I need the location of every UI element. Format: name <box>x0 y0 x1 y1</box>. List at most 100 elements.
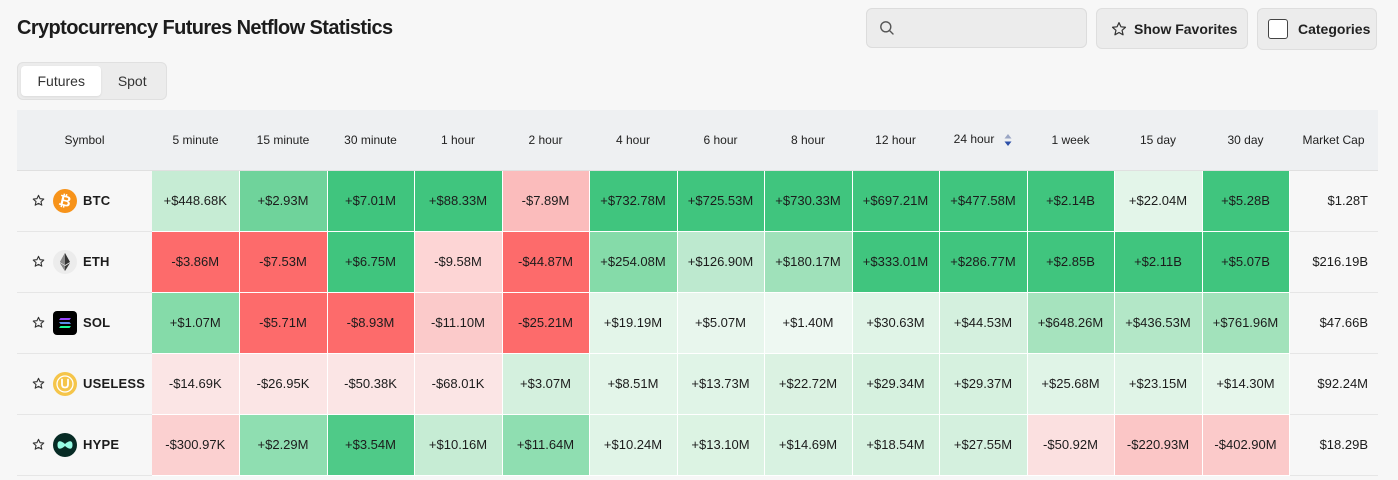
netflow-cell: -$402.90M <box>1202 414 1290 476</box>
sort-icon[interactable] <box>1004 133 1012 147</box>
netflow-cell: +$11.64M <box>502 414 590 476</box>
netflow-cell: -$11.10M <box>414 292 503 354</box>
favorite-star-icon[interactable] <box>32 255 45 268</box>
netflow-cell: +$14.69M <box>764 414 853 476</box>
netflow-cell: +$436.53M <box>1114 292 1203 354</box>
column-header-12-hour[interactable]: 12 hour <box>852 110 939 171</box>
column-header-2-hour[interactable]: 2 hour <box>502 110 589 171</box>
column-header-15-day[interactable]: 15 day <box>1114 110 1202 171</box>
netflow-cell: +$14.30M <box>1202 353 1290 415</box>
favorite-star-icon[interactable] <box>32 438 45 451</box>
netflow-cell: +$19.19M <box>589 292 678 354</box>
ethereum-logo <box>53 249 77 274</box>
netflow-cell: +$333.01M <box>852 231 940 293</box>
categories-button[interactable]: Categories <box>1257 8 1377 50</box>
market-type-tabs: Futures Spot <box>17 62 167 100</box>
netflow-cell: +$732.78M <box>589 170 678 232</box>
netflow-cell: -$300.97K <box>152 414 240 476</box>
netflow-cell: +$477.58M <box>939 170 1028 232</box>
show-favorites-button[interactable]: Show Favorites <box>1096 8 1248 49</box>
netflow-cell: +$5.07M <box>677 292 765 354</box>
symbol-cell[interactable]: ETH <box>17 231 152 293</box>
netflow-cell: +$10.24M <box>589 414 678 476</box>
netflow-cell: +$286.77M <box>939 231 1028 293</box>
tab-futures[interactable]: Futures <box>21 66 102 96</box>
categories-checkbox[interactable] <box>1268 19 1288 39</box>
netflow-cell: +$761.96M <box>1202 292 1290 354</box>
column-header-30-day[interactable]: 30 day <box>1202 110 1289 171</box>
column-header-label: 4 hour <box>615 132 651 147</box>
column-header-24-hour[interactable]: 24 hour <box>939 110 1027 171</box>
column-header-15-minute[interactable]: 15 minute <box>239 110 327 171</box>
symbol-cell[interactable]: ₿ BTC <box>17 170 152 232</box>
netflow-cell: +$2.93M <box>239 170 328 232</box>
table-row[interactable]: ETH -$3.86M -$7.53M +$6.75M -$9.58M -$44.87M +… <box>17 231 1378 293</box>
netflow-cell: +$13.73M <box>677 353 765 415</box>
column-header-label: 6 hour <box>703 132 738 147</box>
page-title: Cryptocurrency Futures Netflow Statistic… <box>17 17 393 39</box>
market-cap-cell: $47.66B <box>1289 292 1378 354</box>
column-header-8-hour[interactable]: 8 hour <box>764 110 852 171</box>
netflow-cell: -$14.69K <box>152 353 240 415</box>
netflow-cell: +$730.33M <box>764 170 853 232</box>
column-header-4-hour[interactable]: 4 hour <box>589 110 677 171</box>
star-icon <box>1111 21 1127 35</box>
symbol-cell[interactable]: USELESS <box>17 353 152 415</box>
netflow-cell: +$7.01M <box>327 170 415 232</box>
column-header-label: 2 hour <box>528 132 563 147</box>
netflow-cell: +$3.07M <box>502 353 590 415</box>
netflow-cell: +$29.37M <box>939 353 1028 415</box>
column-header-label: 15 minute <box>256 132 310 147</box>
netflow-cell: -$7.53M <box>239 231 328 293</box>
column-header-symbol[interactable]: Symbol <box>17 110 152 171</box>
netflow-cell: -$5.71M <box>239 292 328 354</box>
netflow-cell: +$2.85B <box>1027 231 1115 293</box>
market-cap-cell: $18.29B <box>1289 414 1378 476</box>
netflow-cell: +$254.08M <box>589 231 678 293</box>
table-row[interactable]: HYPE -$300.97K +$2.29M +$3.54M +$10.16M +$11.… <box>17 414 1378 476</box>
column-header-30-minute[interactable]: 30 minute <box>327 110 414 171</box>
symbol-cell[interactable]: HYPE <box>17 414 152 476</box>
favorite-star-icon[interactable] <box>32 316 45 329</box>
netflow-cell: -$44.87M <box>502 231 590 293</box>
column-header-1-week[interactable]: 1 week <box>1027 110 1114 171</box>
useless-logo <box>53 371 77 396</box>
netflow-cell: +$10.16M <box>414 414 503 476</box>
netflow-cell: -$50.92M <box>1027 414 1115 476</box>
favorite-star-icon[interactable] <box>32 194 45 207</box>
search-box[interactable] <box>866 8 1087 48</box>
symbol-name: HYPE <box>83 437 120 452</box>
column-header-5-minute[interactable]: 5 minute <box>152 110 239 171</box>
column-header-market-cap[interactable]: Market Cap <box>1289 110 1378 171</box>
netflow-cell: +$448.68K <box>152 170 240 232</box>
hyperliquid-logo <box>53 432 77 457</box>
column-header-6-hour[interactable]: 6 hour <box>677 110 764 171</box>
netflow-cell: -$25.21M <box>502 292 590 354</box>
netflow-cell: +$697.21M <box>852 170 940 232</box>
column-header-label: Market Cap <box>1302 132 1365 147</box>
table-row[interactable]: USELESS -$14.69K -$26.95K -$50.38K -$68.01K +… <box>17 353 1378 415</box>
column-header-label: 30 minute <box>344 132 397 147</box>
column-header-label: 1 hour <box>440 132 476 147</box>
symbol-cell[interactable]: SOL <box>17 292 152 354</box>
netflow-cell: +$5.28B <box>1202 170 1290 232</box>
netflow-cell: +$22.04M <box>1114 170 1203 232</box>
search-input[interactable] <box>903 17 1081 41</box>
favorite-star-icon[interactable] <box>32 377 45 390</box>
symbol-name: ETH <box>83 254 110 269</box>
column-header-1-hour[interactable]: 1 hour <box>414 110 502 171</box>
column-header-label: Symbol <box>64 132 105 147</box>
netflow-cell: -$220.93M <box>1114 414 1203 476</box>
netflow-cell: +$1.40M <box>764 292 853 354</box>
column-header-label: 30 day <box>1227 132 1264 147</box>
netflow-cell: -$9.58M <box>414 231 503 293</box>
column-header-label: 1 week <box>1051 132 1090 147</box>
netflow-cell: +$18.54M <box>852 414 940 476</box>
tab-spot[interactable]: Spot <box>117 73 147 89</box>
netflow-cell: +$22.72M <box>764 353 853 415</box>
netflow-cell: +$180.17M <box>764 231 853 293</box>
netflow-cell: +$1.07M <box>152 292 240 354</box>
netflow-cell: +$126.90M <box>677 231 765 293</box>
table-row[interactable]: SOL +$1.07M -$5.71M -$8.93M -$11.10M -$25.21M… <box>17 292 1378 354</box>
table-row[interactable]: ₿ BTC +$448.68K +$2.93M +$7.01M +$88.33M -$7.8… <box>17 170 1378 232</box>
